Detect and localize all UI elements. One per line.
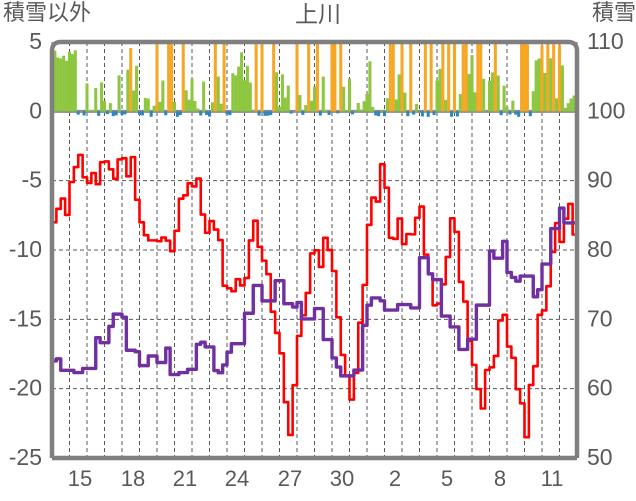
svg-text:上川: 上川 [295,1,341,27]
svg-text:80: 80 [587,236,613,262]
svg-text:-10: -10 [9,236,42,262]
svg-text:90: 90 [587,167,613,193]
svg-text:5: 5 [441,466,453,491]
svg-text:24: 24 [225,466,249,491]
svg-text:100: 100 [587,97,625,123]
svg-text:-20: -20 [9,375,42,401]
svg-text:-5: -5 [22,167,42,193]
svg-text:18: 18 [121,466,145,491]
svg-text:-25: -25 [9,444,42,470]
svg-text:0: 0 [29,97,42,123]
svg-text:70: 70 [587,305,613,331]
svg-text:積雪以外: 積雪以外 [3,0,91,25]
svg-text:27: 27 [278,466,302,491]
svg-text:2: 2 [389,466,401,491]
svg-text:-15: -15 [9,305,42,331]
svg-text:50: 50 [587,444,613,470]
svg-text:110: 110 [587,28,624,54]
svg-text:30: 30 [330,466,354,491]
svg-text:15: 15 [68,466,92,491]
svg-text:60: 60 [587,375,613,401]
svg-text:8: 8 [494,466,506,491]
svg-text:5: 5 [29,28,42,54]
svg-text:積雪: 積雪 [592,0,636,25]
svg-text:21: 21 [173,466,197,491]
svg-text:11: 11 [541,466,564,491]
